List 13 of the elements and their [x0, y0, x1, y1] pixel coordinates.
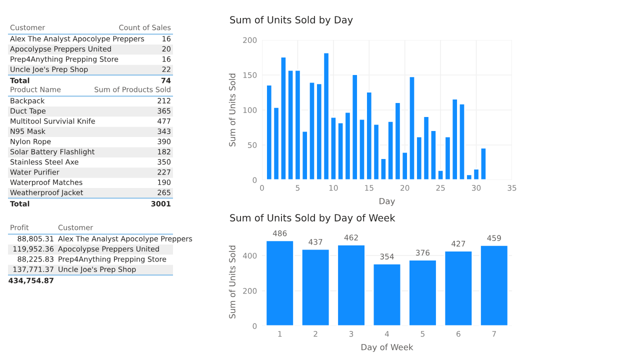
- bar: [300, 248, 330, 326]
- x-axis-title: Day of Week: [362, 344, 414, 352]
- bar: [372, 263, 402, 326]
- chart-title: Sum of Units Sold by Day of Week: [230, 214, 396, 224]
- y-axis-title: Sum of Units Sold: [228, 246, 236, 318]
- bar: [480, 244, 509, 326]
- y-axis-title: Sum of Units Sold: [228, 74, 236, 146]
- x-axis-title: Day: [380, 198, 395, 206]
- bar: [444, 250, 474, 326]
- bar: [408, 259, 438, 326]
- bar: [265, 240, 294, 326]
- bar: [336, 244, 366, 326]
- chart-title: Sum of Units Sold by Day: [230, 16, 353, 26]
